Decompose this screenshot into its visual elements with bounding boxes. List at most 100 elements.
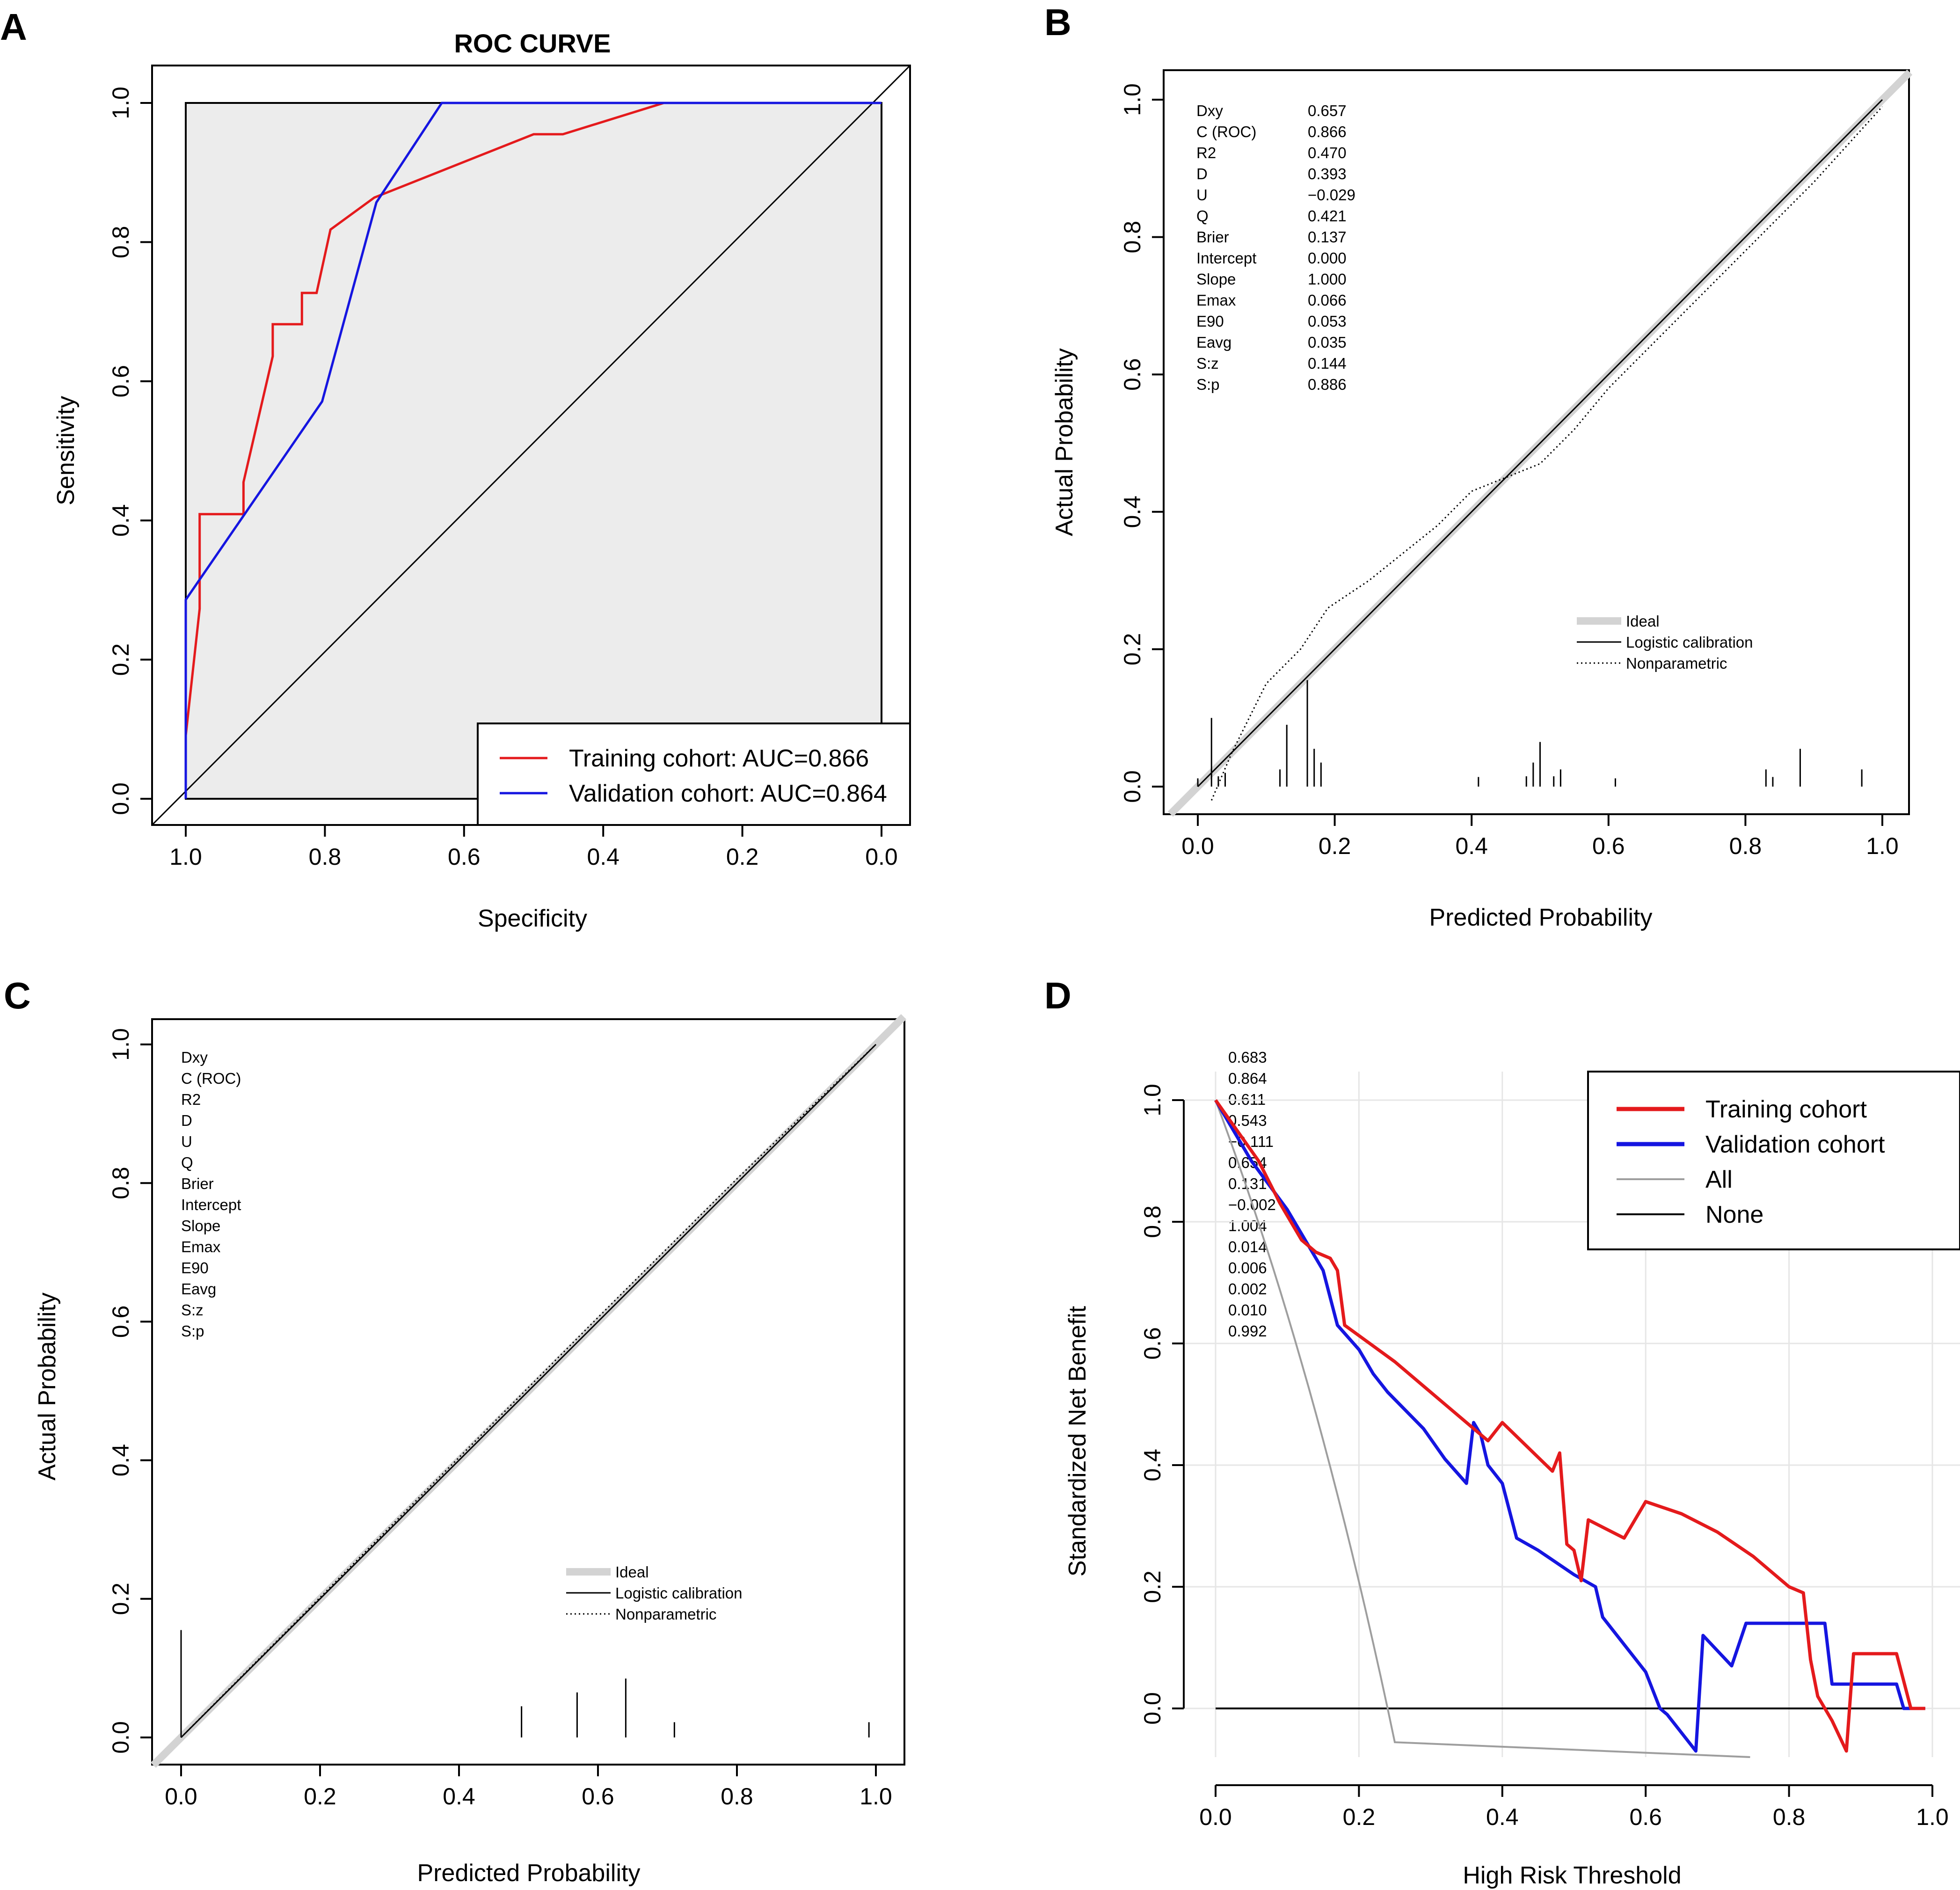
x-tick-label: 0.2 <box>1319 833 1351 859</box>
stat-label: U <box>1196 186 1208 204</box>
reference-diagonal <box>151 65 911 826</box>
y-axis-label: Actual Probability <box>34 1292 61 1481</box>
x-tick-label: 0.2 <box>1343 1804 1376 1830</box>
legend-validation: Validation cohort <box>1705 1131 1885 1158</box>
stat-value: 0.683 <box>1228 1049 1267 1066</box>
stat-label: Dxy <box>181 1049 208 1066</box>
all-line <box>1215 1100 1750 1758</box>
x-tick-label: 1.0 <box>169 844 202 870</box>
y-tick-label: 0.4 <box>108 1444 134 1477</box>
panel-label-c: C <box>4 975 31 1016</box>
legend-entry: Logistic calibration <box>1626 634 1753 651</box>
stat-label: S:p <box>1196 376 1220 393</box>
panel-c-calibration-validation: C 0.0 0.2 0.4 0.6 0.8 1.0 0.0 0.2 0.4 0.6 0.8 1.0 D… <box>4 975 1276 1887</box>
stat-label: Slope <box>181 1217 220 1234</box>
x-tick-label: 0.8 <box>1729 833 1762 859</box>
y-tick-label: 1.0 <box>108 1028 134 1061</box>
panel-a-roc: A ROC CURVE 1.0 0.8 0.6 0.4 0.2 0.0 0.0 0.2 0.4 0… <box>0 6 911 932</box>
stat-value: 0.066 <box>1308 292 1347 309</box>
x-tick-label: 0.8 <box>309 844 342 870</box>
stat-label: Intercept <box>1196 249 1256 267</box>
stat-label: E90 <box>181 1259 209 1277</box>
stat-label: Intercept <box>181 1196 241 1213</box>
stat-value: 0.470 <box>1308 144 1347 161</box>
stat-label: Emax <box>181 1238 221 1255</box>
stat-label: Brier <box>1196 228 1229 246</box>
x-tick-label: 0.4 <box>443 1783 475 1810</box>
y-tick-label: 0.6 <box>1119 358 1145 391</box>
y-tick-label: 1.0 <box>1139 1084 1166 1116</box>
stat-label: E90 <box>1196 313 1224 330</box>
stat-value: 0.886 <box>1308 376 1347 393</box>
x-tick-label: 0.6 <box>448 844 481 870</box>
stat-label: Brier <box>181 1175 214 1192</box>
stat-label: Eavg <box>1196 334 1231 351</box>
legend: Training cohort: AUC=0.866 Validation co… <box>477 722 911 826</box>
stat-label: Emax <box>1196 292 1236 309</box>
y-tick-label: 0.0 <box>108 782 134 815</box>
validation-cohort-line <box>1214 1099 1925 1753</box>
x-tick-label: 0.4 <box>587 844 619 870</box>
stat-value: 0.000 <box>1308 249 1347 267</box>
x-tick-label: 1.0 <box>860 1783 892 1810</box>
stat-label: U <box>181 1133 192 1150</box>
y-tick-label: 0.6 <box>108 365 134 398</box>
logistic-calibration-line <box>1197 99 1883 788</box>
stat-value: 0.421 <box>1308 207 1347 225</box>
x-tick-label: 0.2 <box>304 1783 336 1810</box>
panel-d-decision-curve: D 0.0 0.2 0.4 0.6 0.8 1.0 0.0 0.2 0.4 0.6 0.8 1.0 T… <box>1044 975 1960 1889</box>
legend-entry: Ideal <box>615 1563 649 1581</box>
y-axis-label: Actual Probability <box>1051 348 1078 536</box>
stat-label: Eavg <box>181 1280 216 1298</box>
stat-value: 0.006 <box>1228 1259 1267 1277</box>
stat-value: 0.053 <box>1308 313 1347 330</box>
x-axis-label: Specificity <box>478 905 587 932</box>
roc-line-validation <box>184 102 882 799</box>
stat-value: 0.992 <box>1228 1322 1267 1340</box>
x-tick-label: 1.0 <box>1866 833 1899 859</box>
stat-value: 0.657 <box>1308 102 1347 119</box>
x-tick-label: 0.6 <box>582 1783 614 1810</box>
x-tick-label: 0.0 <box>1199 1804 1232 1830</box>
stat-value: 0.014 <box>1228 1238 1267 1255</box>
y-tick-label: 0.2 <box>108 643 134 676</box>
y-axis-label: Standardized Net Benefit <box>1064 1306 1091 1576</box>
stat-value: 0.144 <box>1308 355 1347 372</box>
legend-entry: Logistic calibration <box>615 1584 742 1602</box>
x-tick-label: 0.0 <box>1181 833 1214 859</box>
x-tick-label: 0.0 <box>165 1783 197 1810</box>
roc-title: ROC CURVE <box>454 29 611 58</box>
stat-label: R2 <box>1196 144 1216 161</box>
stat-value: −0.029 <box>1308 186 1355 204</box>
stat-value: 0.035 <box>1308 334 1347 351</box>
stat-value: 0.137 <box>1308 228 1347 246</box>
x-tick-label: 0.4 <box>1455 833 1488 859</box>
y-tick-label: 0.2 <box>1119 633 1145 666</box>
stat-label: Q <box>181 1154 193 1171</box>
stat-label: Q <box>1196 207 1209 225</box>
x-axis-label: Predicted Probability <box>1429 904 1653 931</box>
y-tick-label: 0.0 <box>108 1721 134 1754</box>
roc-line-training <box>184 102 882 799</box>
legend: Training cohort Validation cohort All No… <box>1587 1071 1960 1250</box>
nonparametric-line <box>1210 106 1883 801</box>
x-tick-label: 1.0 <box>1916 1804 1949 1830</box>
x-tick-label: 0.8 <box>1773 1804 1806 1830</box>
stat-label: S:z <box>181 1301 204 1319</box>
y-tick-label: 0.2 <box>1139 1570 1166 1603</box>
stat-label: R2 <box>181 1091 201 1108</box>
roc-shaded-area <box>185 102 882 800</box>
panel-label-b: B <box>1044 1 1071 43</box>
logistic-calibration-line <box>180 1044 877 1738</box>
y-tick-label: 0.4 <box>1119 496 1145 528</box>
panel-b-calibration-training: B 0.0 0.2 0.4 0.6 0.8 1.0 0.0 0.2 0.4 0.6 0.8 1.0 D… <box>1044 1 1913 931</box>
y-tick-label: 0.8 <box>108 226 134 259</box>
stat-value: 0.393 <box>1308 165 1347 182</box>
y-tick-label: 0.4 <box>1139 1449 1166 1481</box>
y-tick-label: 0.6 <box>108 1306 134 1338</box>
stat-label: D <box>181 1112 192 1129</box>
legend-entry: Nonparametric <box>615 1605 716 1623</box>
stat-label: C (ROC) <box>181 1070 241 1087</box>
y-tick-label: 0.0 <box>1139 1692 1166 1725</box>
